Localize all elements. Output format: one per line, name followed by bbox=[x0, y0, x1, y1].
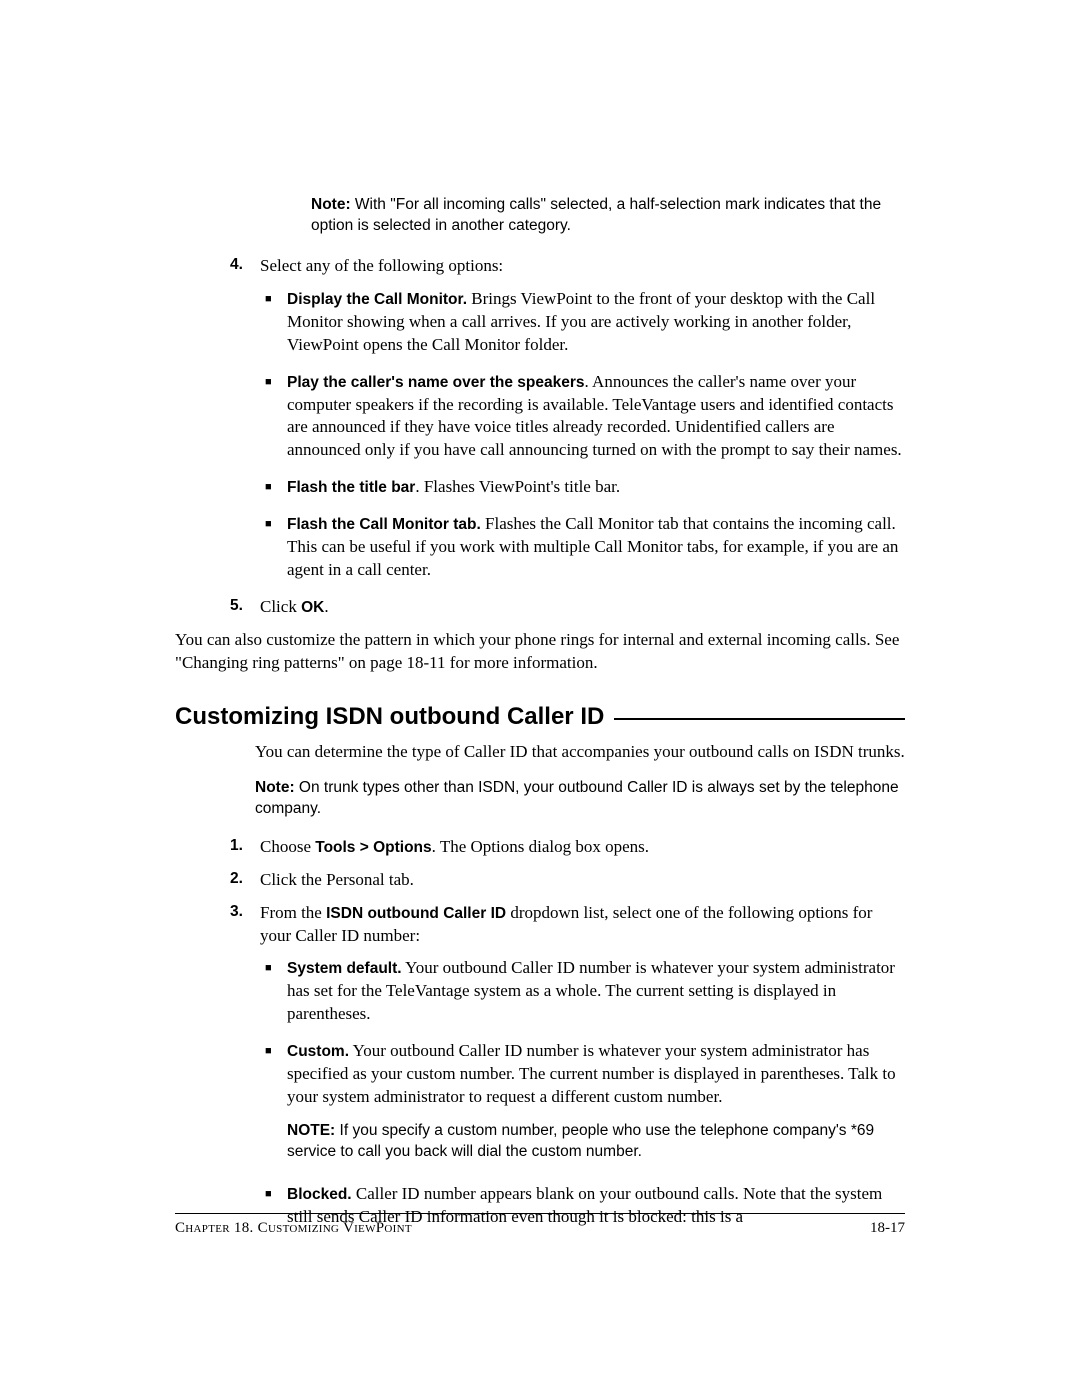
custom-note: NOTE: If you specify a custom number, pe… bbox=[287, 1121, 905, 1163]
tools-options-label: Tools > Options bbox=[315, 839, 431, 856]
bullet-icon: ■ bbox=[265, 513, 287, 582]
isdn-option-system-default: ■ System default. Your outbound Caller I… bbox=[265, 957, 905, 1026]
footer-rule bbox=[175, 1213, 905, 1214]
step-post: . The Options dialog box opens. bbox=[432, 837, 649, 856]
step-pre: From the bbox=[260, 903, 326, 922]
bullet-icon: ■ bbox=[265, 957, 287, 1026]
note-text: On trunk types other than ISDN, your out… bbox=[255, 779, 899, 817]
option-flash-title-bar: ■ Flash the title bar. Flashes ViewPoint… bbox=[265, 476, 905, 499]
page-footer: Chapter 18. Customizing ViewPoint 18-17 bbox=[175, 1213, 905, 1237]
page: Note: With "For all incoming calls" sele… bbox=[0, 0, 1080, 1397]
step-pre: Choose bbox=[260, 837, 315, 856]
note-label: NOTE: bbox=[287, 1122, 335, 1139]
content-area: Note: With "For all incoming calls" sele… bbox=[175, 195, 905, 1229]
option-lead: Flash the Call Monitor tab. bbox=[287, 516, 481, 533]
footer-chapter: Chapter 18. Customizing ViewPoint bbox=[175, 1220, 412, 1237]
step-number: 1. bbox=[230, 836, 260, 859]
step-number: 2. bbox=[230, 869, 260, 892]
option-play-caller-name: ■ Play the caller's name over the speake… bbox=[265, 371, 905, 463]
bullet-icon: ■ bbox=[265, 476, 287, 499]
footer-page-number: 18-17 bbox=[870, 1220, 905, 1237]
bullet-icon: ■ bbox=[265, 371, 287, 463]
bullet-icon: ■ bbox=[265, 288, 287, 357]
isdn-step-2: 2. Click the Personal tab. bbox=[230, 869, 905, 892]
step-number: 5. bbox=[230, 596, 260, 619]
step-5: 5. Click OK. bbox=[230, 596, 905, 619]
top-note: Note: With "For all incoming calls" sele… bbox=[311, 195, 905, 237]
post-paragraph: You can also customize the pattern in wh… bbox=[175, 629, 905, 675]
step-number: 3. bbox=[230, 902, 260, 948]
note-text: With "For all incoming calls" selected, … bbox=[311, 196, 881, 234]
step-pre: Click bbox=[260, 597, 301, 616]
option-lead: System default. bbox=[287, 960, 402, 977]
bullet-icon: ■ bbox=[265, 1040, 287, 1163]
option-text: Your outbound Caller ID number is whatev… bbox=[287, 1041, 896, 1106]
note-text: If you specify a custom number, people w… bbox=[287, 1122, 874, 1160]
section-heading-text: Customizing ISDN outbound Caller ID bbox=[175, 703, 604, 731]
option-lead: Play the caller's name over the speakers bbox=[287, 374, 585, 391]
step-body: Click the Personal tab. bbox=[260, 869, 905, 892]
section-body: You can determine the type of Caller ID … bbox=[255, 741, 905, 820]
option-lead: Custom. bbox=[287, 1043, 349, 1060]
section-rule bbox=[614, 718, 905, 720]
isdn-dropdown-label: ISDN outbound Caller ID bbox=[326, 905, 506, 922]
ok-label: OK bbox=[301, 599, 324, 616]
isdn-step-1: 1. Choose Tools > Options. The Options d… bbox=[230, 836, 905, 859]
note-label: Note: bbox=[311, 196, 351, 213]
option-lead: Blocked. bbox=[287, 1186, 352, 1203]
option-display-call-monitor: ■ Display the Call Monitor. Brings ViewP… bbox=[265, 288, 905, 357]
option-flash-call-monitor-tab: ■ Flash the Call Monitor tab. Flashes th… bbox=[265, 513, 905, 582]
note-label: Note: bbox=[255, 779, 295, 796]
section-heading-isdn: Customizing ISDN outbound Caller ID bbox=[175, 703, 905, 731]
isdn-option-custom: ■ Custom. Your outbound Caller ID number… bbox=[265, 1040, 905, 1163]
step-4: 4. Select any of the following options: bbox=[230, 255, 905, 278]
isdn-step-3: 3. From the ISDN outbound Caller ID drop… bbox=[230, 902, 905, 948]
step-number: 4. bbox=[230, 255, 260, 278]
option-lead: Display the Call Monitor. bbox=[287, 291, 467, 308]
section-intro: You can determine the type of Caller ID … bbox=[255, 741, 905, 764]
step-post: . bbox=[324, 597, 328, 616]
step-body: Select any of the following options: bbox=[260, 255, 905, 278]
option-text: . Flashes ViewPoint's title bar. bbox=[415, 477, 620, 496]
option-lead: Flash the title bar bbox=[287, 479, 415, 496]
